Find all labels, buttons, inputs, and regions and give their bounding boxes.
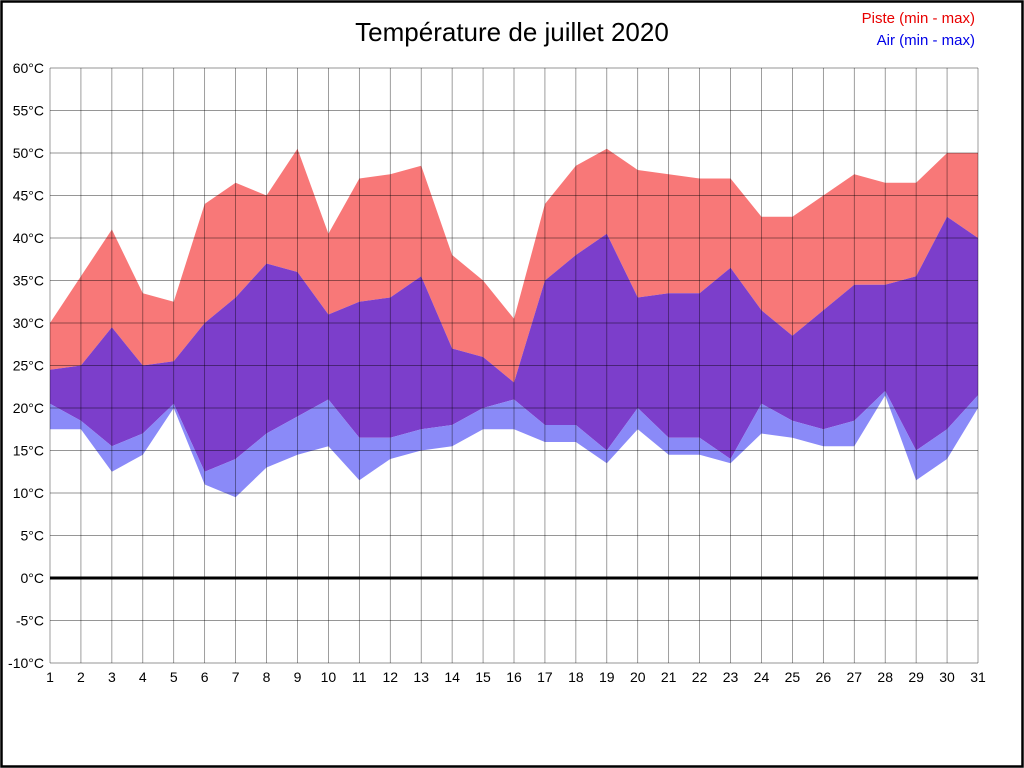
x-axis-label: 24 (754, 669, 770, 685)
y-axis-label: 45°C (13, 188, 44, 204)
x-axis-label: 17 (537, 669, 553, 685)
y-axis-label: 35°C (13, 273, 44, 289)
x-axis-label: 25 (785, 669, 801, 685)
plot-area: -10°C -5°C 0°C 5°C 10°C 15°C 20°C 25°C 30°C 35°C 4… (8, 60, 986, 685)
x-axis-label: 27 (846, 669, 862, 685)
x-axis-label: 20 (630, 669, 646, 685)
x-axis-label: 28 (877, 669, 893, 685)
y-axis-label: 0°C (21, 570, 45, 586)
y-axis-label: 30°C (13, 315, 44, 331)
x-axis-label: 18 (568, 669, 584, 685)
legend-air-label: Air (min - max) (877, 32, 975, 49)
legend-piste-label: Piste (min - max) (862, 10, 975, 27)
x-axis-label: 1 (46, 669, 54, 685)
x-axis-label: 19 (599, 669, 615, 685)
y-axis-label: 40°C (13, 230, 44, 246)
x-axis-label: 22 (692, 669, 708, 685)
y-axis-label: 50°C (13, 145, 44, 161)
x-axis-label: 23 (723, 669, 739, 685)
y-axis-label: 25°C (13, 358, 44, 374)
x-axis-label: 21 (661, 669, 677, 685)
x-axis-label: 11 (352, 669, 367, 685)
piste-band (50, 148, 978, 383)
x-axis-label: 7 (232, 669, 240, 685)
x-axis-label: 13 (413, 669, 429, 685)
x-axis-label: 8 (263, 669, 271, 685)
x-axis-label: 15 (475, 669, 491, 685)
y-axis-label: 10°C (13, 485, 44, 501)
x-axis-label: 26 (816, 669, 832, 685)
x-axis-label: 12 (382, 669, 398, 685)
y-axis-label: 60°C (13, 60, 44, 76)
chart-title: Température de juillet 2020 (355, 17, 669, 47)
x-axis-label: 5 (170, 669, 178, 685)
x-axis-label: 10 (321, 669, 337, 685)
x-axis-label: 14 (444, 669, 460, 685)
x-axis-label: 16 (506, 669, 522, 685)
y-axis-label: 20°C (13, 400, 44, 416)
x-axis-label: 2 (77, 669, 85, 685)
y-axis-label: -10°C (8, 655, 44, 671)
y-axis-label: 5°C (21, 528, 45, 544)
y-axis-label: 55°C (13, 103, 44, 119)
x-axis-label: 31 (970, 669, 986, 685)
x-axis-label: 4 (139, 669, 147, 685)
x-axis-label: 29 (908, 669, 924, 685)
x-axis-label: 3 (108, 669, 116, 685)
y-axis-label: -5°C (16, 613, 44, 629)
x-axis-label: 9 (294, 669, 302, 685)
x-axis-label: 6 (201, 669, 209, 685)
y-axis-label: 15°C (13, 443, 44, 459)
x-axis-label: 30 (939, 669, 955, 685)
